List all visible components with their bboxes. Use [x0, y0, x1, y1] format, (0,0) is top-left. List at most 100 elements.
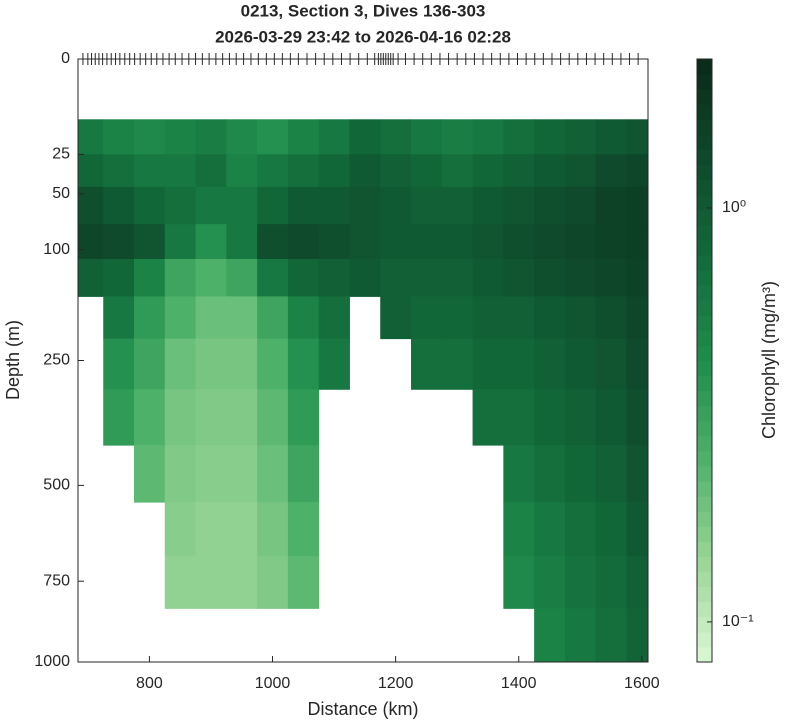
y-tick-label: 250 [43, 352, 70, 369]
y-axis-label: Depth (m) [3, 320, 23, 400]
x-tick-label: 800 [136, 675, 163, 692]
colorbar-band [697, 270, 712, 286]
cell [78, 258, 104, 297]
cell [103, 296, 135, 340]
cell [257, 296, 289, 340]
cell [564, 258, 597, 297]
cell [380, 296, 412, 340]
colorbar-band [697, 466, 712, 482]
cell [103, 154, 135, 188]
cell [472, 119, 504, 155]
colorbar-tick-label: 10⁰ [722, 199, 746, 216]
cell [595, 608, 627, 662]
cell [78, 119, 104, 155]
cell [503, 502, 535, 557]
cell [534, 338, 566, 390]
cell [441, 224, 474, 260]
cell [564, 502, 597, 557]
cell [595, 389, 627, 446]
cell [503, 445, 535, 503]
cell [195, 119, 227, 155]
cell [503, 556, 535, 609]
cell [411, 258, 443, 297]
cell [534, 502, 566, 557]
cell [318, 296, 350, 340]
cell [226, 502, 258, 557]
colorbar-band [697, 149, 712, 166]
colorbar-band [697, 481, 712, 497]
cell [287, 445, 320, 503]
cell [595, 224, 627, 260]
cell [349, 258, 381, 297]
cell [564, 445, 597, 503]
cell [257, 502, 289, 557]
colorbar-band [697, 390, 712, 407]
cell [287, 502, 320, 557]
chart-title: 0213, Section 3, Dives 136-303 [241, 1, 486, 20]
colorbar-band [697, 616, 712, 633]
cell [318, 258, 350, 297]
cell [534, 556, 566, 609]
cell [287, 338, 320, 390]
cell [257, 224, 289, 260]
cell [257, 556, 289, 609]
cell [380, 186, 412, 225]
cell [257, 119, 289, 155]
y-tick-label: 1000 [34, 653, 70, 670]
cell [626, 338, 648, 390]
x-tick-label: 1000 [255, 675, 291, 692]
cell [134, 154, 166, 188]
cell [257, 186, 289, 225]
cell [287, 224, 320, 260]
cell [534, 296, 566, 340]
cell [134, 445, 166, 503]
chart-subtitle: 2026-03-29 23:42 to 2026-04-16 02:28 [215, 27, 511, 46]
cell [78, 186, 104, 225]
cell [226, 224, 258, 260]
cell [472, 296, 504, 340]
y-tick-label: 750 [43, 572, 70, 589]
cell [595, 258, 627, 297]
cell [78, 224, 104, 260]
cell [226, 258, 258, 297]
colorbar-band [697, 254, 712, 271]
cell [318, 338, 350, 390]
colorbar-band [697, 375, 712, 392]
cell [626, 154, 648, 188]
cell [411, 224, 443, 260]
colorbar-band [697, 89, 712, 105]
cell [472, 338, 504, 390]
cell [164, 186, 197, 225]
cell [595, 556, 627, 609]
cell [534, 224, 566, 260]
cell [78, 154, 104, 188]
colorbar-band [697, 315, 712, 331]
cell [257, 389, 289, 446]
y-tick-label: 100 [43, 241, 70, 258]
colorbar-band [697, 74, 712, 90]
cell [226, 186, 258, 225]
colorbar-band [697, 194, 712, 211]
cell [226, 119, 258, 155]
cell [626, 389, 648, 446]
cell [164, 338, 197, 390]
cell [195, 224, 227, 260]
cell [564, 608, 597, 662]
colorbar-band [697, 450, 712, 467]
cell [164, 154, 197, 188]
cell [626, 296, 648, 340]
cell [164, 445, 197, 503]
cell [287, 119, 320, 155]
cell [564, 389, 597, 446]
x-tick-label: 1600 [624, 675, 660, 692]
cell [534, 186, 566, 225]
cell [287, 258, 320, 297]
section-cells [78, 119, 648, 662]
colorbar-band [697, 179, 712, 196]
cell [503, 338, 535, 390]
cell [534, 154, 566, 188]
cell [411, 154, 443, 188]
cell [287, 296, 320, 340]
cell [349, 186, 381, 225]
